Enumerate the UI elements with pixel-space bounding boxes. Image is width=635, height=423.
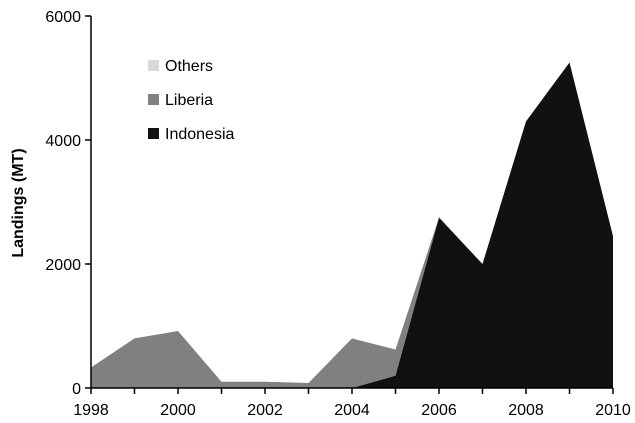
x-axis: 1998 2000 2002 2004 2006 2008 2010: [73, 387, 631, 419]
legend-swatch-indonesia: [148, 128, 159, 139]
legend-label-liberia: Liberia: [165, 92, 213, 109]
x-tick-label: 1998: [73, 402, 109, 419]
series-area-indonesia: [91, 62, 613, 388]
legend: Others Liberia Indonesia: [148, 58, 234, 143]
legend-label-others: Others: [165, 58, 213, 75]
x-tick-label: 2004: [334, 402, 370, 419]
y-tick-label: 4000: [45, 133, 81, 150]
y-tick-label: 6000: [45, 9, 81, 26]
series-area-liberia: [91, 62, 613, 388]
x-tick-label: 2002: [247, 402, 283, 419]
x-tick-label: 2008: [508, 402, 544, 419]
x-tick-label: 2000: [160, 402, 196, 419]
plot-area: [91, 62, 613, 388]
x-tick-label: 2010: [595, 402, 631, 419]
y-axis-title: Landings (MT): [10, 148, 27, 257]
y-tick-label: 0: [72, 381, 81, 398]
legend-swatch-liberia: [148, 94, 159, 105]
y-tick-label: 2000: [45, 257, 81, 274]
legend-label-indonesia: Indonesia: [165, 126, 234, 143]
y-axis: 0 2000 4000 6000: [45, 9, 92, 398]
legend-swatch-others: [148, 60, 159, 71]
x-tick-label: 2006: [421, 402, 457, 419]
